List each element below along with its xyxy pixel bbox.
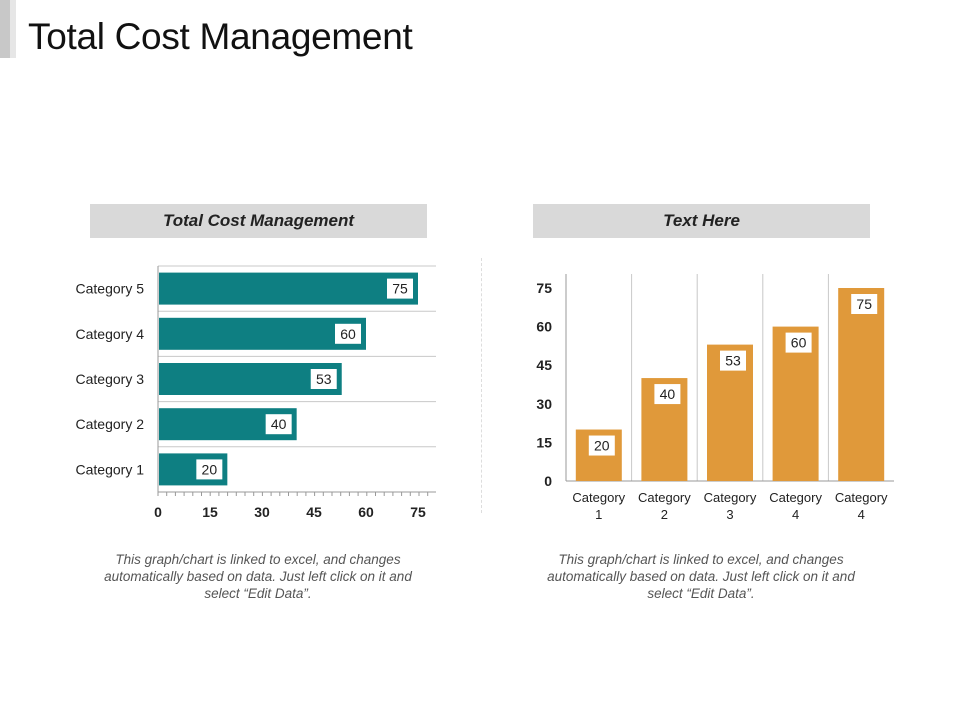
right-data-label: 60 bbox=[791, 335, 807, 351]
left-category-label: Category 4 bbox=[76, 326, 145, 342]
right-category-label: Category bbox=[704, 490, 757, 505]
right-category-label-number: 4 bbox=[858, 507, 865, 522]
left-data-label-box bbox=[387, 278, 413, 299]
left-bar-chart[interactable]: 0 15 30 45 60 75 20 Category 1 40 Category 2 53 Cat… bbox=[76, 265, 436, 520]
right-category-label-number: 1 bbox=[595, 507, 602, 522]
left-data-label-box bbox=[265, 414, 292, 435]
right-data-label: 53 bbox=[725, 353, 741, 369]
right-y-tick-label: 60 bbox=[536, 319, 552, 335]
left-category-label: Category 2 bbox=[76, 416, 145, 432]
left-x-tick-label: 15 bbox=[202, 504, 218, 520]
left-chart-caption: This graph/chart is linked to excel, and… bbox=[104, 552, 412, 601]
right-data-label: 40 bbox=[660, 386, 676, 402]
left-data-label: 53 bbox=[316, 371, 332, 387]
left-data-label: 40 bbox=[271, 416, 287, 432]
left-data-label: 75 bbox=[392, 281, 408, 297]
right-y-tick-label: 75 bbox=[536, 280, 552, 296]
right-data-label-box bbox=[720, 350, 746, 371]
left-bar[interactable] bbox=[159, 272, 418, 305]
left-data-label: 20 bbox=[202, 461, 218, 477]
right-data-label: 20 bbox=[594, 438, 610, 454]
right-category-label-number: 3 bbox=[726, 507, 733, 522]
left-data-label-box bbox=[196, 459, 223, 480]
left-category-label: Category 3 bbox=[76, 371, 145, 387]
right-y-tick-label: 30 bbox=[536, 396, 552, 412]
left-chart-header: Total Cost Management bbox=[90, 204, 427, 238]
left-data-label-box bbox=[335, 323, 361, 344]
right-y-tick-label: 15 bbox=[536, 434, 552, 450]
right-bar[interactable] bbox=[838, 288, 885, 481]
left-data-label-box bbox=[310, 369, 337, 389]
left-x-tick-label: 75 bbox=[410, 504, 426, 520]
left-x-tick-label: 30 bbox=[254, 504, 270, 520]
page-title: Total Cost Management bbox=[28, 16, 413, 57]
left-category-label: Category 5 bbox=[76, 281, 145, 297]
left-x-tick-label: 45 bbox=[306, 504, 322, 520]
right-data-label: 75 bbox=[856, 296, 872, 312]
title-accent-bar bbox=[0, 0, 10, 58]
right-chart-caption: This graph/chart is linked to excel, and… bbox=[547, 552, 855, 601]
left-data-label: 60 bbox=[340, 326, 356, 342]
right-category-label: Category bbox=[638, 490, 691, 505]
left-x-tick-label: 0 bbox=[154, 504, 162, 520]
right-data-label-box bbox=[588, 435, 615, 456]
right-chart-header: Text Here bbox=[533, 204, 870, 238]
right-category-label-number: 2 bbox=[661, 507, 668, 522]
right-column-chart[interactable]: 0 15 30 45 60 75 20 Category 1 40 Category 2 53 Categ… bbox=[536, 274, 894, 522]
right-category-label: Category bbox=[769, 490, 822, 505]
right-category-label: Category bbox=[572, 490, 625, 505]
right-category-label-number: 4 bbox=[792, 507, 799, 522]
right-y-tick-label: 45 bbox=[536, 357, 552, 373]
left-bar[interactable] bbox=[159, 317, 366, 350]
panel-divider bbox=[481, 258, 482, 513]
right-data-label-box bbox=[654, 384, 681, 405]
left-category-label: Category 1 bbox=[76, 461, 145, 477]
right-data-label-box bbox=[851, 294, 878, 314]
left-x-tick-label: 60 bbox=[358, 504, 374, 520]
title-accent-bar-light bbox=[10, 0, 16, 58]
right-data-label-box bbox=[785, 332, 812, 353]
right-category-label: Category bbox=[835, 490, 888, 505]
right-y-tick-label: 0 bbox=[544, 473, 552, 489]
